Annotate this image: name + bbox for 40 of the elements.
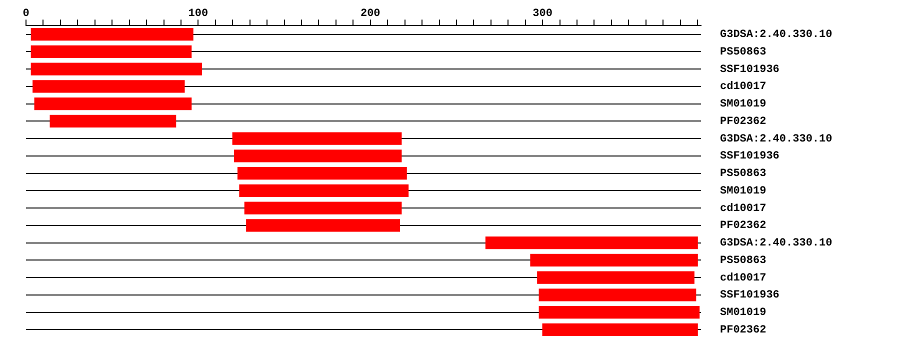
y-tick-label: SM01019 bbox=[720, 185, 766, 198]
y-tick-label: SM01019 bbox=[720, 98, 766, 111]
bar bbox=[537, 271, 694, 284]
y-tick-label: PF02362 bbox=[720, 324, 766, 336]
bar bbox=[239, 184, 409, 198]
bar bbox=[34, 97, 192, 110]
bar bbox=[538, 288, 696, 302]
bar bbox=[50, 114, 176, 128]
y-tick-label: PS50863 bbox=[720, 254, 767, 267]
y-tick-label: PF02362 bbox=[720, 116, 766, 128]
y-tick-label: G3DSA:2.40.330.10 bbox=[720, 29, 832, 42]
y-tick-label: cd10017 bbox=[720, 202, 766, 215]
x-tick-label: 0 bbox=[22, 8, 30, 20]
bar bbox=[234, 150, 402, 162]
bar bbox=[30, 45, 192, 58]
x-tick-label: 300 bbox=[532, 8, 552, 20]
bar bbox=[246, 219, 400, 232]
bar bbox=[530, 254, 698, 267]
bar bbox=[232, 132, 402, 145]
y-tick-label: PF02362 bbox=[720, 220, 766, 232]
y-tick-label: PS50863 bbox=[720, 46, 767, 58]
y-tick-label: G3DSA:2.40.330.10 bbox=[720, 238, 832, 250]
y-tick-label: SSF101936 bbox=[720, 150, 780, 163]
y-tick-label: PS50863 bbox=[720, 168, 767, 180]
y-tick-label: cd10017 bbox=[720, 272, 766, 284]
y-tick-label: SSF101936 bbox=[720, 64, 780, 76]
bar bbox=[32, 80, 185, 93]
bar bbox=[30, 62, 202, 76]
bar bbox=[538, 306, 700, 319]
bar bbox=[237, 166, 407, 180]
y-tick-label: G3DSA:2.40.330.10 bbox=[720, 133, 832, 146]
bar bbox=[244, 202, 402, 214]
bar bbox=[542, 323, 698, 336]
bar bbox=[485, 236, 698, 250]
x-tick-label: 100 bbox=[188, 8, 208, 20]
bar bbox=[30, 28, 194, 41]
x-tick-label: 200 bbox=[360, 8, 380, 20]
y-tick-label: cd10017 bbox=[720, 81, 766, 94]
y-tick-label: SSF101936 bbox=[720, 290, 780, 302]
y-tick-label: SM01019 bbox=[720, 307, 766, 320]
